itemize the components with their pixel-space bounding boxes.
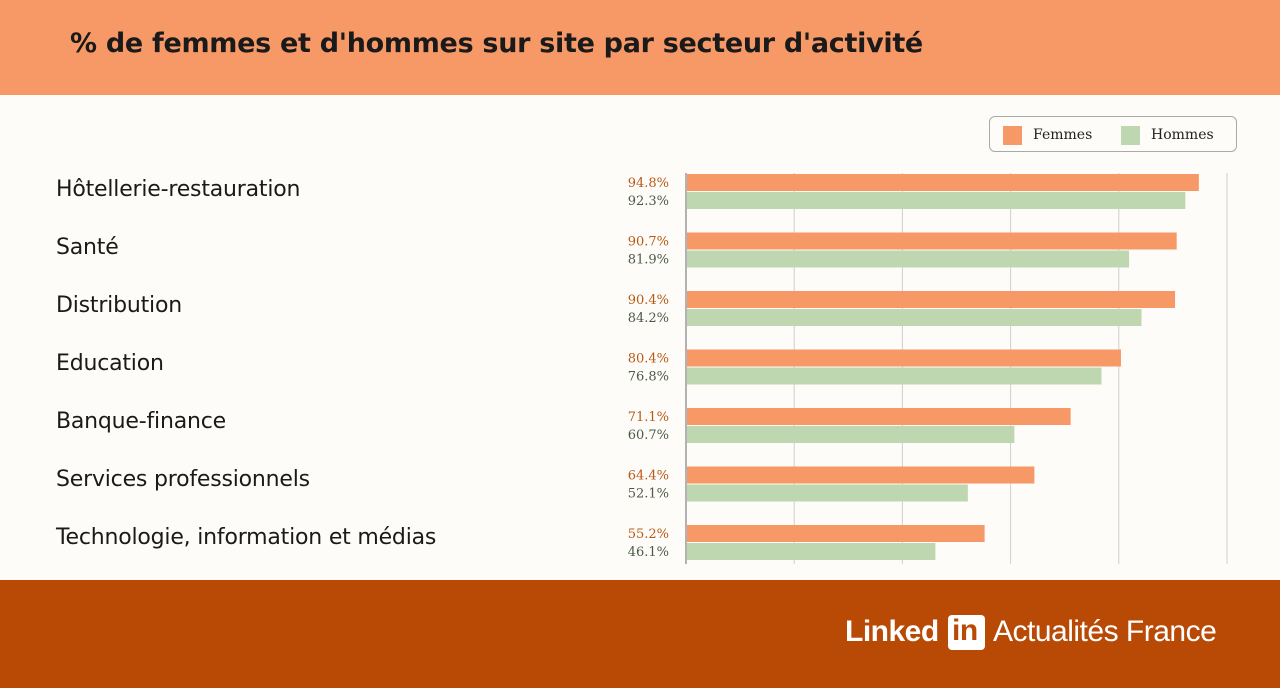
bar-femmes (687, 408, 1071, 425)
bar-hommes (687, 250, 1130, 268)
data-label-femmes: 71.1% (628, 410, 669, 425)
bar-femmes (687, 525, 985, 542)
bar-femmes (687, 291, 1176, 308)
category-label: Distribution (56, 293, 182, 318)
data-label-hommes: 60.7% (628, 428, 669, 443)
data-label-hommes: 92.3% (628, 194, 669, 209)
data-label-hommes: 81.9% (628, 253, 669, 268)
chart-title: % de femmes et d'hommes sur site par sec… (70, 28, 923, 59)
bar-femmes (687, 174, 1199, 191)
data-label-femmes: 90.7% (628, 235, 669, 250)
header-banner: % de femmes et d'hommes sur site par sec… (0, 0, 1280, 95)
bar-hommes (687, 426, 1015, 443)
category-label: Santé (56, 235, 119, 260)
data-label-femmes: 64.4% (628, 469, 669, 484)
data-label-hommes: 84.2% (628, 311, 669, 326)
footer-banner: Linked in Actualités France (0, 580, 1280, 688)
category-label: Hôtellerie-restauration (56, 177, 301, 202)
bar-femmes (687, 232, 1177, 250)
legend-swatch-hommes (1121, 126, 1140, 145)
brand-suffix-text: Actualités France (993, 615, 1217, 648)
legend-swatch-femmes (1003, 126, 1022, 145)
chart-legend: Femmes Hommes (989, 116, 1237, 152)
data-label-femmes: 94.8% (628, 176, 669, 191)
legend-label-femmes: Femmes (1033, 127, 1093, 143)
bar-hommes (687, 309, 1142, 326)
bar-hommes (687, 543, 936, 560)
legend-label-hommes: Hommes (1151, 127, 1214, 143)
category-label: Services professionnels (56, 467, 310, 492)
bar-hommes (687, 367, 1102, 385)
linkedin-in-icon: in (948, 614, 985, 650)
bar-hommes (687, 192, 1186, 209)
brand-in-text: in (952, 614, 978, 647)
brand-linked-text: Linked (845, 615, 939, 648)
category-label: Technologie, information et médias (56, 525, 437, 550)
category-label: Banque-finance (56, 409, 226, 434)
data-label-femmes: 80.4% (628, 352, 669, 367)
bar-femmes (687, 466, 1035, 484)
category-label: Education (56, 351, 164, 376)
data-label-femmes: 55.2% (628, 527, 669, 542)
bar-hommes (687, 484, 968, 502)
data-label-hommes: 46.1% (628, 545, 669, 560)
data-label-hommes: 52.1% (628, 487, 669, 502)
bar-femmes (687, 349, 1121, 367)
data-label-hommes: 76.8% (628, 370, 669, 385)
data-label-femmes: 90.4% (628, 293, 669, 308)
